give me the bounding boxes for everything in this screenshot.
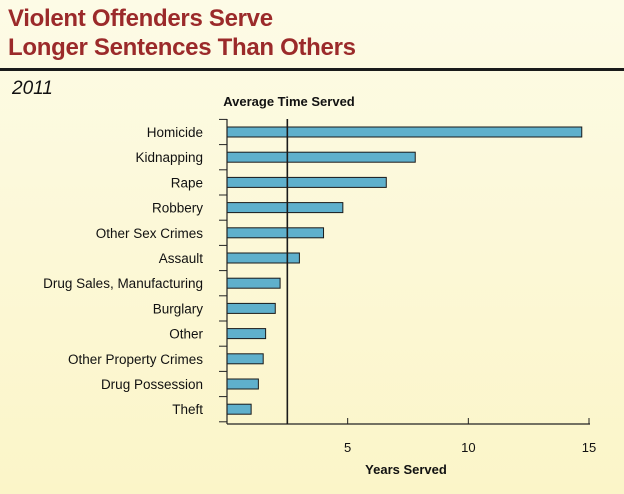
bar-assault (226, 252, 300, 264)
bar-other (226, 328, 267, 340)
title-line-1: Violent Offenders Serve (8, 5, 273, 32)
bar-rape (226, 176, 387, 188)
bar-theft (226, 403, 252, 415)
axis-layer: Homicide Kidnapping Rape Robbery Other Sex C… (43, 118, 596, 455)
category-label-other-property-crimes: Other Property Crimes (68, 352, 203, 367)
year-label: 2011 (12, 78, 53, 99)
bar-robbery (226, 202, 344, 214)
category-label-other: Other (169, 327, 203, 342)
category-label-robbery: Robbery (152, 201, 203, 216)
title-divider (0, 68, 624, 71)
bar-burglary (226, 302, 276, 314)
category-label-assault: Assault (159, 251, 204, 266)
x-tick-label-15: 15 (582, 440, 596, 455)
x-tick-label-10: 10 (461, 440, 475, 455)
category-label-homicide: Homicide (147, 125, 203, 140)
bar-homicide (226, 126, 583, 138)
bars-layer (226, 126, 583, 415)
x-tick-label-5: 5 (344, 440, 351, 455)
bar-kidnapping (226, 151, 416, 163)
category-label-rape: Rape (171, 175, 203, 190)
category-label-other-sex-crimes: Other Sex Crimes (96, 226, 204, 241)
x-axis-title: Years Served (365, 462, 447, 477)
bar-drug-possession (226, 378, 259, 390)
bar-other-property-crimes (226, 353, 264, 365)
category-label-drug-sales-manufacturing: Drug Sales, Manufacturing (43, 276, 203, 291)
chart-title: Violent Offenders Serve Longer Sentences… (8, 4, 356, 62)
category-label-burglary: Burglary (153, 301, 204, 316)
bar-other-sex-crimes (226, 227, 325, 239)
chart-subtitle: Average Time Served (223, 94, 355, 109)
title-line-2: Longer Sentences Than Others (8, 34, 356, 61)
category-label-theft: Theft (172, 402, 203, 417)
category-label-drug-possession: Drug Possession (101, 377, 203, 392)
category-label-kidnapping: Kidnapping (135, 150, 203, 165)
bar-drug-sales-manufacturing (226, 277, 281, 289)
